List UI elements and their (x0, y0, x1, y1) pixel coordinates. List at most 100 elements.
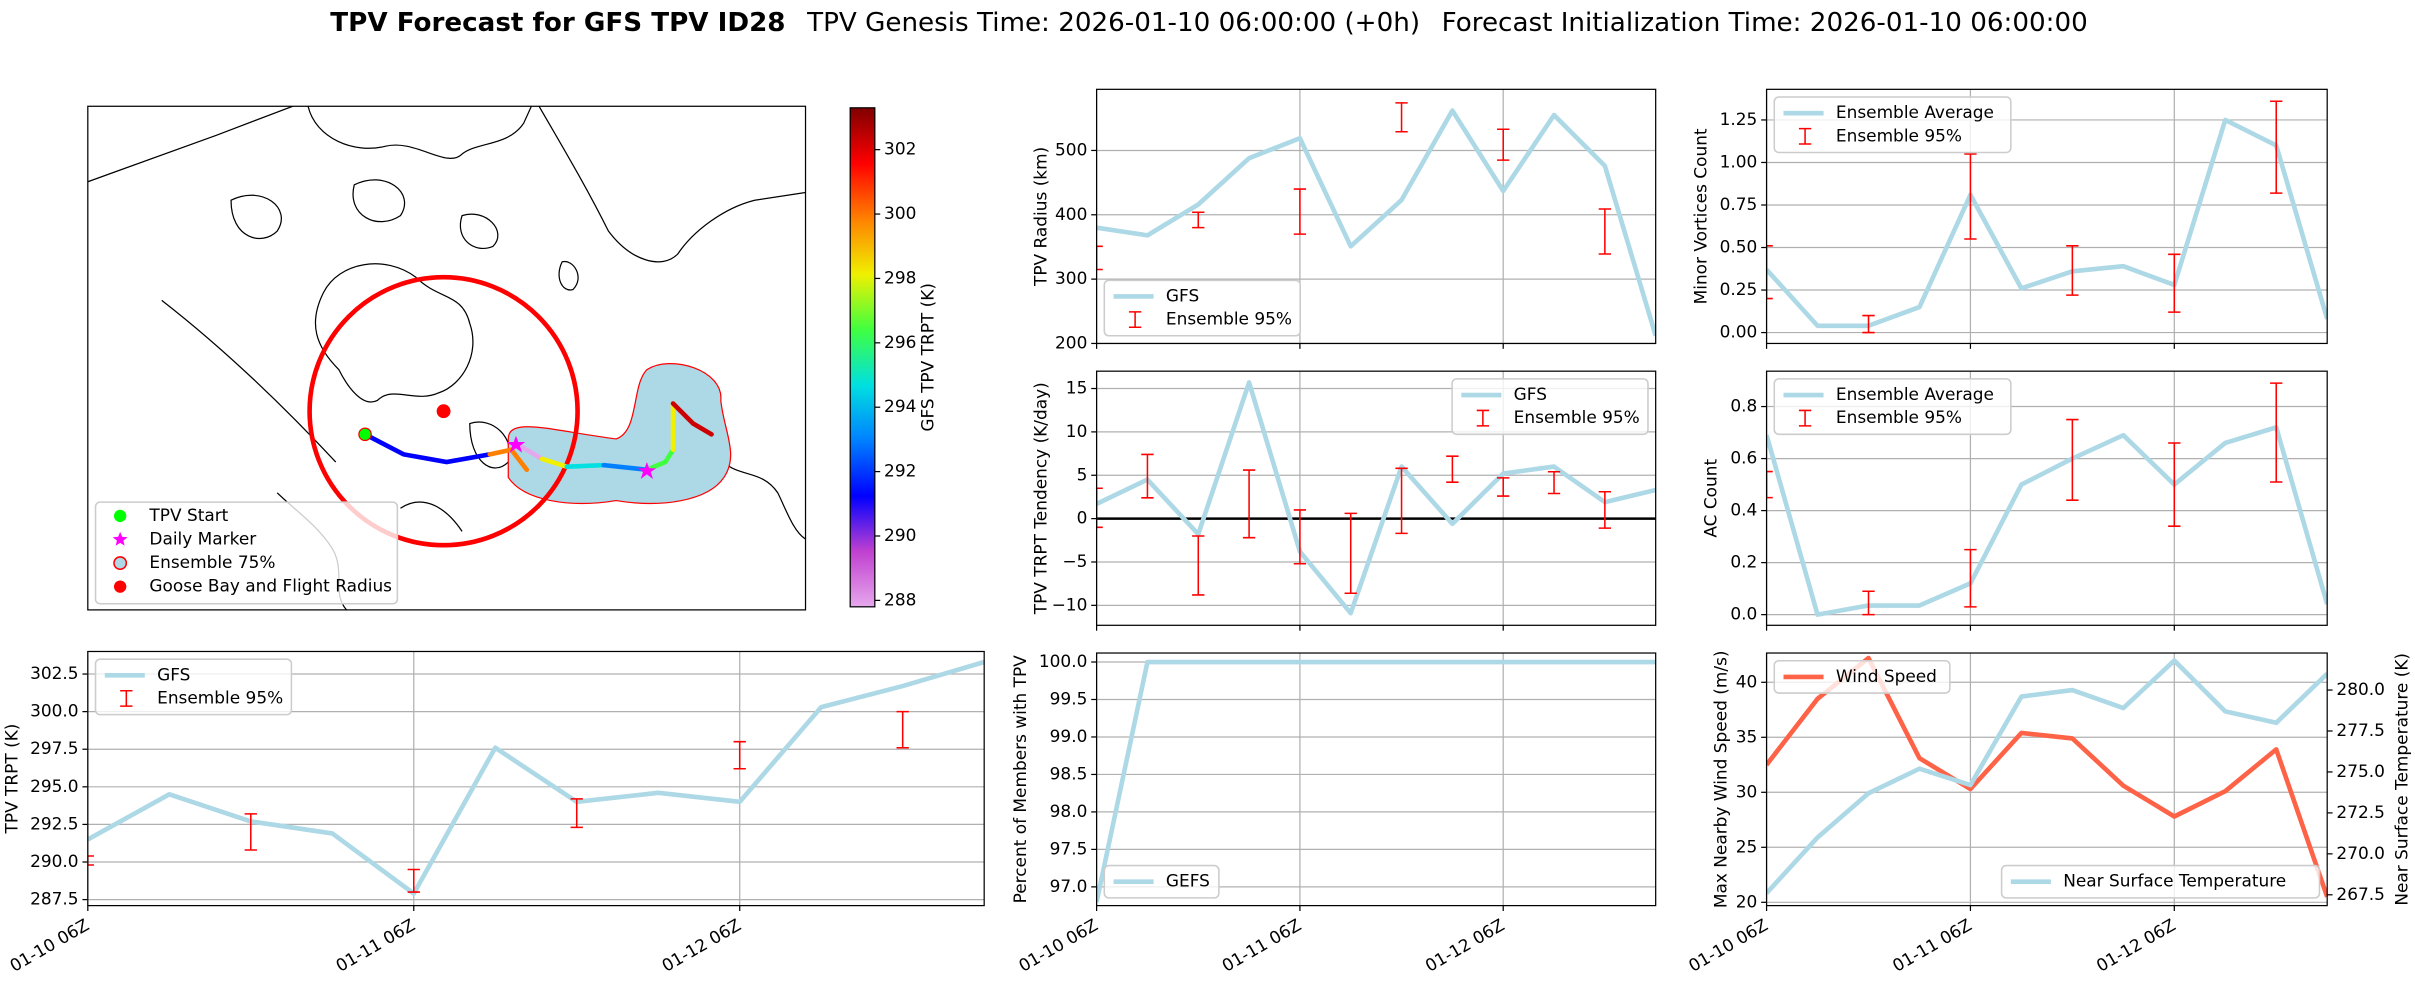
flight-radius (307, 274, 580, 548)
y-tick-label: 99.5 (1050, 688, 1088, 708)
axes-frame (1095, 88, 1657, 345)
y-tick-label: 0.8 (1730, 396, 1757, 416)
legend-swatch (1798, 409, 1812, 427)
y-tick-label: 300 (1055, 268, 1087, 288)
data-line (1766, 117, 2328, 329)
coast (723, 461, 806, 540)
daily-marker (637, 462, 657, 479)
error-bar (2066, 418, 2079, 501)
error-bar (1766, 470, 1773, 499)
error-bar (1497, 128, 1510, 161)
legend-marker (112, 531, 128, 546)
legend-label: Goose Bay and Flight Radius (149, 576, 392, 596)
y-tick-label: 0 (1077, 508, 1088, 528)
legend-box (1773, 659, 1951, 694)
legend-label: GFS (1514, 384, 1547, 404)
legend-label: GFS (157, 664, 190, 684)
colorbar-tick-label: 300 (884, 203, 916, 223)
error-bar (1766, 245, 1773, 300)
y-axis-label: Minor Vortices Count (1690, 128, 1710, 304)
colorbar-tick-label: 298 (884, 267, 916, 287)
y-tick-label: 400 (1055, 204, 1087, 224)
track-segment (564, 462, 607, 469)
legend-box (2000, 864, 2321, 899)
error-bar (1293, 188, 1307, 235)
coast (400, 501, 463, 532)
goose-bay (436, 404, 451, 419)
title-main: TPV Forecast for GFS TPV ID28 (330, 8, 785, 38)
suptitle: TPV Forecast for GFS TPV ID28 TPV Genesis… (330, 8, 2087, 38)
axes-frame (1095, 370, 1657, 626)
error-bar (1096, 487, 1103, 529)
y-tick-label: 0.4 (1730, 500, 1757, 520)
legend-label: Ensemble 95% (1166, 309, 1292, 329)
error-bar (1547, 471, 1561, 495)
legend-swatch (1476, 409, 1490, 427)
map-legend: TPV Start Daily Marker Ensemble 75% Goose B… (94, 501, 399, 605)
colorbar (849, 107, 876, 608)
y-tick-label: 0.25 (1720, 279, 1758, 299)
data-line (87, 659, 985, 896)
legend-label: Ensemble 95% (1836, 125, 1962, 145)
axes-frame (87, 650, 985, 907)
y-tick-label: 98.0 (1050, 801, 1088, 821)
colorbar-tick-label: 292 (884, 461, 916, 481)
error-bar (1964, 548, 1977, 608)
y-tick-label: 300.0 (30, 701, 79, 721)
coast (307, 106, 532, 160)
data-line (1096, 659, 1656, 903)
error-bar (733, 740, 746, 770)
legend-label: Wind Speed (1836, 666, 1937, 686)
track (362, 401, 714, 473)
legend-swatch (1128, 311, 1142, 329)
legend-swatch (120, 689, 133, 707)
legend: Wind Speed (1773, 659, 1951, 694)
legend-label: Ensemble 95% (1514, 407, 1640, 427)
legend-marker (113, 509, 127, 523)
error-bar (1598, 490, 1612, 529)
title-init: Forecast Initialization Time: 2026-01-10… (1442, 8, 2088, 38)
y-tick-label: 99.0 (1050, 726, 1088, 746)
y-tick-label: 98.5 (1050, 763, 1088, 783)
error-bar (2270, 382, 2283, 483)
y-tick-label: 30 (1736, 781, 1758, 801)
colorbar-label: GFS TPV TRPT (K) (918, 283, 938, 432)
error-bar (2168, 253, 2181, 313)
error-bar (1862, 590, 1875, 616)
legend-marker (113, 556, 128, 571)
coast (538, 106, 806, 263)
island (558, 261, 579, 291)
legend: GEFS (1103, 864, 1220, 899)
daily-marker (506, 435, 526, 453)
track-segment (513, 441, 545, 462)
title-genesis: TPV Genesis Time: 2026-01-10 06:00:00 (+… (806, 8, 1420, 38)
tpv-start (358, 427, 372, 442)
y2-axis-label: Near Surface Temperature (K) (2392, 653, 2412, 906)
plot-area (1096, 380, 1656, 616)
error-bar (1192, 535, 1205, 596)
island (352, 179, 406, 223)
y-tick-label: 10 (1066, 421, 1088, 441)
legend: Near Surface Temperature (2000, 864, 2321, 899)
y-tick-label: 1.25 (1720, 109, 1758, 129)
legend-label: GEFS (1166, 871, 1210, 891)
legend-box (1773, 378, 2012, 436)
plot-area (1766, 382, 2328, 617)
error-bar (244, 813, 257, 851)
legend-label: Ensemble 95% (157, 687, 283, 707)
error-bar (2066, 245, 2079, 296)
border (161, 299, 337, 463)
error-bar (1141, 453, 1154, 499)
legend-label: Ensemble Average (1836, 384, 1994, 404)
error-bar (1192, 211, 1205, 229)
y-tick-label: −10 (1052, 594, 1088, 614)
error-bar (1293, 509, 1307, 565)
y2-tick-label: 267.5 (2336, 884, 2385, 904)
error-bar (1395, 467, 1408, 535)
track-segment (644, 447, 676, 473)
data-line (1096, 108, 1656, 337)
legend-label: Near Surface Temperature (2063, 871, 2286, 891)
error-bar (1862, 314, 1875, 334)
colorbar-tick-label: 296 (884, 332, 916, 352)
y-tick-label: 297.5 (30, 738, 79, 758)
